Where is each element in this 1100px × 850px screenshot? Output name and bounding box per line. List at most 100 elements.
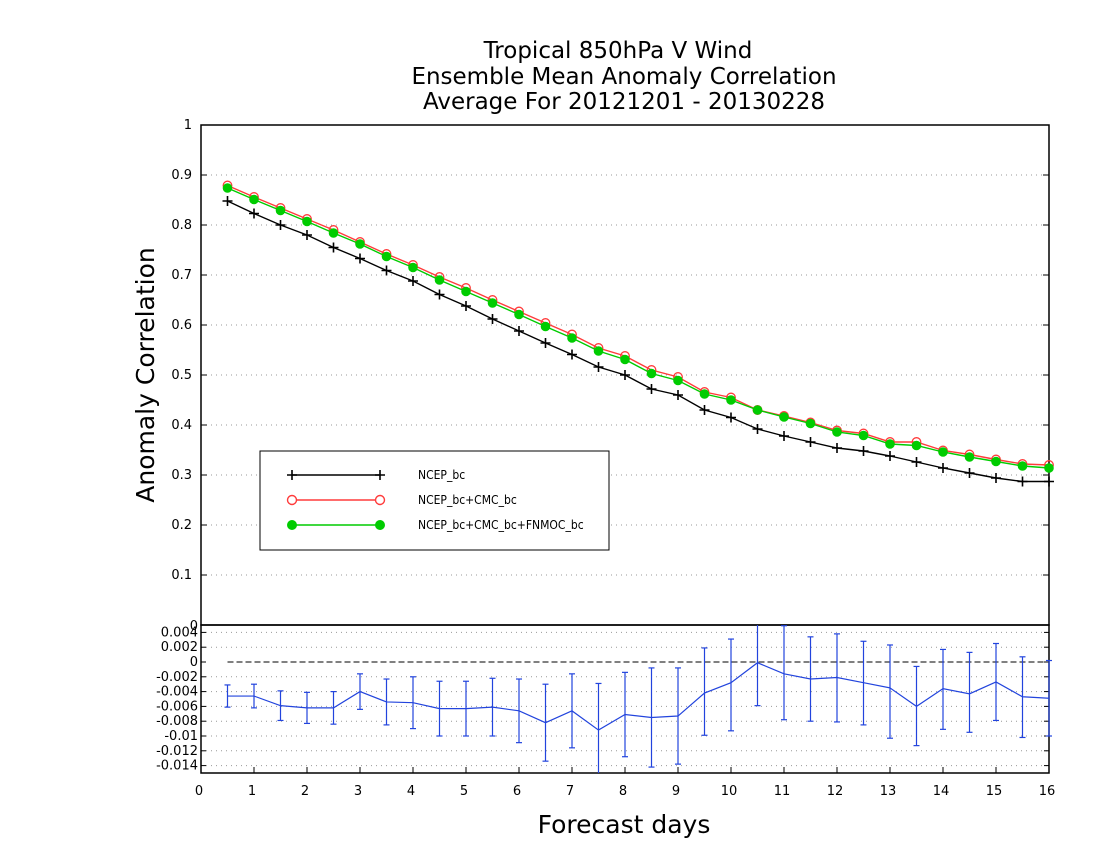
diff-y-tick-label: -0.008	[156, 714, 198, 729]
point-marker-0-19	[726, 412, 736, 423]
point-marker-0-22	[805, 437, 816, 447]
point-marker-2-20	[752, 405, 763, 415]
point-marker-2-22	[805, 418, 816, 429]
diff-y-tick-label: -0.01	[164, 729, 198, 744]
point-marker-2-26	[911, 440, 922, 451]
point-marker-2-24	[858, 430, 869, 441]
point-marker-0-14	[593, 362, 604, 372]
point-marker-0-28	[964, 468, 975, 478]
point-marker-2-7	[408, 262, 418, 273]
x-tick-label: 14	[933, 784, 950, 799]
point-marker-0-31	[1044, 476, 1054, 487]
point-marker-2-10	[487, 298, 498, 308]
legend-marker-ncep-cmc-fnmoc-right	[375, 520, 385, 530]
main-y-tick-label: 0.8	[171, 218, 192, 233]
x-tick-label: 0	[195, 784, 203, 799]
x-tick-label: 10	[721, 784, 738, 799]
point-marker-2-14	[593, 346, 604, 356]
point-marker-0-17	[673, 390, 683, 400]
diff-y-tick-label: 0.004	[161, 625, 198, 640]
x-tick-label: 12	[827, 784, 844, 799]
point-marker-2-12	[540, 321, 551, 332]
point-marker-0-4	[328, 242, 339, 253]
x-tick-label: 11	[774, 784, 791, 799]
x-tick-label: 16	[1039, 784, 1056, 799]
y-axis-label: Anomaly Correlation	[131, 247, 160, 502]
point-marker-2-18	[699, 389, 710, 399]
point-marker-2-30	[1017, 461, 1028, 471]
point-marker-2-9	[461, 286, 471, 297]
main-y-tick-label: 0.1	[171, 568, 192, 583]
point-marker-2-25	[885, 439, 895, 449]
x-tick-label: 4	[407, 784, 415, 799]
point-marker-2-5	[355, 239, 365, 249]
point-marker-0-26	[911, 457, 922, 467]
legend-label-ncep-cmc-fnmoc: NCEP_bc+CMC_bc+FNMOC_bc	[418, 518, 584, 532]
diff-y-tick-label: 0	[190, 655, 198, 670]
title-line-3: Average For 20121201 - 20130228	[423, 89, 825, 115]
point-marker-0-16	[646, 384, 657, 394]
point-marker-2-6	[381, 251, 392, 262]
point-marker-2-3	[302, 216, 312, 227]
main-y-tick-label: 0.5	[171, 368, 192, 383]
diff-y-tick-label: -0.012	[156, 744, 198, 759]
series-line-1	[227, 184, 1050, 466]
legend-label-ncep: NCEP_bc	[418, 468, 465, 482]
legend-marker-ncep-cmc-left	[286, 494, 298, 506]
point-marker-2-23	[832, 427, 842, 437]
point-marker-2-29	[991, 456, 1001, 467]
diff-y-tick-label: -0.014	[156, 759, 198, 774]
series-line-0	[227, 200, 1049, 483]
x-tick-label: 8	[619, 784, 627, 799]
legend-marker-ncep-left	[287, 470, 297, 480]
point-marker-2-28	[964, 452, 975, 462]
x-tick-label: 2	[301, 784, 309, 799]
point-marker-0-11	[514, 326, 524, 336]
legend-marker-ncep-cmc-fnmoc-left	[287, 520, 297, 530]
point-marker-0-24	[858, 446, 869, 456]
legend-label-ncep-cmc: NCEP_bc+CMC_bc	[418, 493, 517, 507]
point-marker-0-9	[461, 301, 471, 311]
diff-top-tick-label: 0	[190, 619, 198, 634]
point-marker-0-0	[222, 196, 233, 206]
x-tick-label: 9	[672, 784, 680, 799]
point-marker-2-17	[673, 375, 683, 386]
point-marker-0-7	[408, 276, 418, 286]
point-marker-2-27	[938, 447, 948, 457]
point-marker-2-1	[249, 194, 259, 205]
point-marker-0-3	[302, 230, 312, 240]
point-marker-0-23	[832, 443, 842, 453]
point-marker-2-0	[222, 183, 233, 193]
difference-line	[227, 662, 1050, 731]
point-marker-0-8	[434, 289, 445, 300]
point-marker-0-2	[275, 220, 286, 230]
main-y-tick-label: 0.4	[171, 418, 192, 433]
chart-title: Tropical 850hPa V Wind Ensemble Mean Ano…	[411, 38, 836, 115]
main-y-tick-label: 0.2	[171, 518, 192, 533]
point-marker-2-13	[567, 333, 577, 343]
point-marker-0-10	[487, 314, 498, 324]
title-line-2: Ensemble Mean Anomaly Correlation	[411, 64, 836, 90]
point-marker-2-8	[434, 275, 445, 285]
point-marker-2-2	[275, 205, 286, 216]
legend-marker-ncep-right	[375, 470, 385, 480]
x-tick-label: 6	[513, 784, 521, 799]
point-marker-0-21	[779, 431, 789, 441]
x-tick-label: 5	[460, 784, 468, 799]
point-marker-0-5	[355, 253, 365, 264]
point-marker-0-20	[752, 424, 763, 434]
point-marker-0-15	[620, 370, 630, 380]
x-tick-label: 3	[354, 784, 362, 799]
main-y-tick-label: 0.3	[171, 468, 192, 483]
point-marker-0-1	[249, 208, 259, 219]
diff-y-tick-label: 0.002	[161, 640, 198, 655]
main-y-tick-label: 0.9	[171, 168, 192, 183]
point-marker-2-16	[646, 368, 657, 379]
point-marker-2-21	[779, 412, 789, 422]
point-marker-0-29	[991, 473, 1001, 483]
main-y-tick-label: 0.7	[171, 268, 192, 283]
series-line-2	[227, 187, 1050, 469]
main-y-tick-label: 0.6	[171, 318, 192, 333]
diff-y-tick-label: -0.002	[156, 670, 198, 685]
